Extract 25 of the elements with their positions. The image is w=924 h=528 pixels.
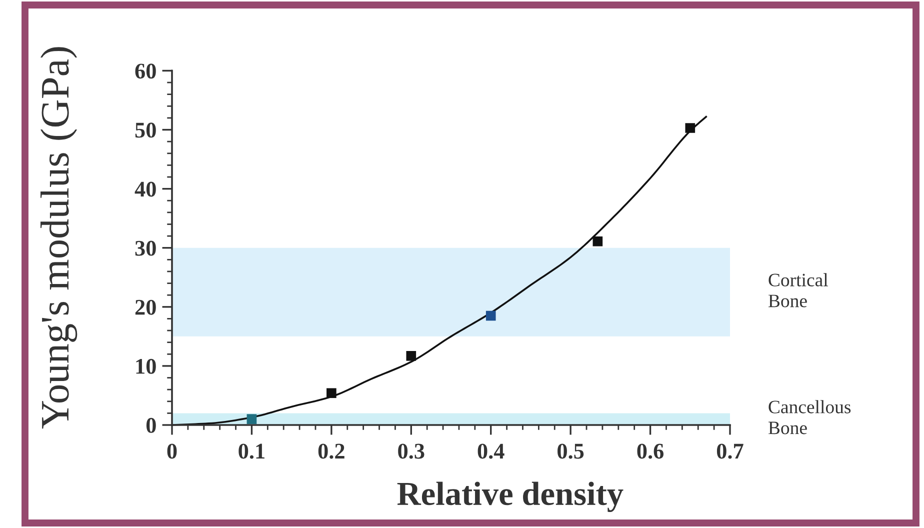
point: [406, 351, 416, 361]
x-tick-label: 0: [167, 444, 177, 459]
point: [246, 414, 257, 424]
y-tick-label: 40: [134, 182, 156, 197]
x-tick-label: 0.1: [238, 444, 264, 459]
y-tick-label: 50: [135, 122, 156, 138]
x-tick-label: 0.5: [558, 444, 584, 459]
y-tick-label: 30: [135, 240, 156, 256]
y-tick-label: 20: [135, 300, 156, 315]
band-label: Cancellous Bone: [768, 400, 851, 434]
point: [592, 236, 603, 246]
x-tick-label: 0.4: [478, 444, 504, 459]
point: [326, 388, 336, 398]
x-tick-label: 0.6: [637, 444, 664, 459]
x-tick-label: 0.2: [318, 444, 344, 459]
y-tick-label: 60: [135, 64, 156, 79]
y-tick-label: 10: [136, 358, 156, 374]
point: [486, 310, 496, 321]
x-tick-label: 0.3: [398, 444, 424, 459]
point: [685, 123, 696, 133]
x-axis-title: Relative density: [397, 482, 624, 512]
y-axis-title: Young's modulus (GPa): [40, 47, 78, 429]
x-tick-label: 0.7: [716, 444, 744, 459]
y-tick-label: 0: [146, 418, 156, 433]
band-label: Cortical Bone: [768, 273, 828, 308]
